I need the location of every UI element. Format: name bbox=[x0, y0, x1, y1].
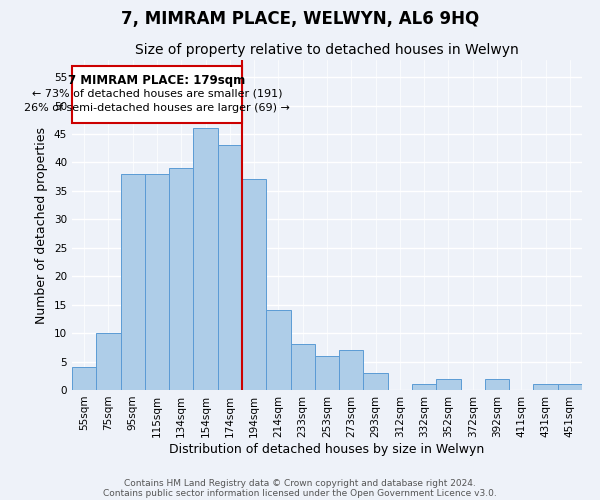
Bar bbox=[315, 356, 339, 390]
Text: 7, MIMRAM PLACE, WELWYN, AL6 9HQ: 7, MIMRAM PLACE, WELWYN, AL6 9HQ bbox=[121, 10, 479, 28]
Title: Size of property relative to detached houses in Welwyn: Size of property relative to detached ho… bbox=[135, 44, 519, 58]
FancyBboxPatch shape bbox=[72, 66, 242, 122]
Text: 26% of semi-detached houses are larger (69) →: 26% of semi-detached houses are larger (… bbox=[24, 102, 290, 113]
Bar bbox=[364, 373, 388, 390]
X-axis label: Distribution of detached houses by size in Welwyn: Distribution of detached houses by size … bbox=[169, 442, 485, 456]
Bar bbox=[485, 378, 509, 390]
Bar bbox=[290, 344, 315, 390]
Bar bbox=[72, 367, 96, 390]
Bar bbox=[218, 146, 242, 390]
Bar bbox=[436, 378, 461, 390]
Bar bbox=[533, 384, 558, 390]
Bar bbox=[412, 384, 436, 390]
Bar bbox=[242, 180, 266, 390]
Bar bbox=[121, 174, 145, 390]
Bar bbox=[169, 168, 193, 390]
Bar bbox=[558, 384, 582, 390]
Bar bbox=[96, 333, 121, 390]
Text: 7 MIMRAM PLACE: 179sqm: 7 MIMRAM PLACE: 179sqm bbox=[68, 74, 245, 87]
Bar bbox=[145, 174, 169, 390]
Text: ← 73% of detached houses are smaller (191): ← 73% of detached houses are smaller (19… bbox=[32, 88, 282, 99]
Text: Contains HM Land Registry data © Crown copyright and database right 2024.: Contains HM Land Registry data © Crown c… bbox=[124, 478, 476, 488]
Bar bbox=[339, 350, 364, 390]
Bar bbox=[193, 128, 218, 390]
Text: Contains public sector information licensed under the Open Government Licence v3: Contains public sector information licen… bbox=[103, 488, 497, 498]
Y-axis label: Number of detached properties: Number of detached properties bbox=[35, 126, 49, 324]
Bar bbox=[266, 310, 290, 390]
